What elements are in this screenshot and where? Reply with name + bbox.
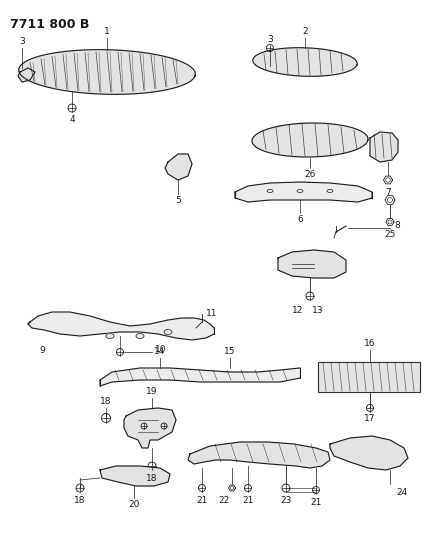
Text: 7: 7 [385,188,391,197]
Polygon shape [124,408,176,448]
Text: 23: 23 [280,496,292,505]
Text: 25: 25 [384,230,396,239]
Polygon shape [18,68,35,82]
Polygon shape [253,47,357,76]
Text: 2: 2 [302,27,308,36]
Text: 7711 800 B: 7711 800 B [10,18,89,31]
Text: 18: 18 [74,496,86,505]
Text: 11: 11 [206,310,217,319]
Polygon shape [165,154,192,180]
Text: 6: 6 [297,215,303,224]
Text: 8: 8 [394,222,400,230]
Polygon shape [19,50,195,94]
Text: 16: 16 [364,339,376,348]
Bar [318,362,420,392]
Ellipse shape [106,334,114,338]
Text: 22: 22 [218,496,230,505]
Ellipse shape [136,334,144,338]
Text: 3: 3 [19,37,25,46]
Polygon shape [278,250,346,278]
Text: 14: 14 [155,347,166,356]
Text: 17: 17 [364,414,376,423]
Polygon shape [252,123,368,157]
Text: 4: 4 [69,115,75,124]
Text: 19: 19 [146,387,158,396]
Text: 1: 1 [104,27,110,36]
Text: 21: 21 [196,496,208,505]
Text: 15: 15 [224,347,236,356]
Ellipse shape [164,329,172,335]
Polygon shape [100,368,300,386]
Text: 21: 21 [310,498,322,507]
Text: 5: 5 [175,196,181,205]
Text: 20: 20 [128,500,140,509]
Text: 18: 18 [146,474,158,483]
Polygon shape [100,466,170,486]
Polygon shape [370,132,398,162]
Text: 21: 21 [242,496,254,505]
Text: 12: 12 [292,306,304,315]
Polygon shape [28,312,214,340]
Polygon shape [330,436,408,470]
Text: 10: 10 [155,345,166,354]
Polygon shape [188,442,330,468]
Text: 18: 18 [100,397,112,406]
Polygon shape [235,182,372,202]
Text: 3: 3 [267,35,273,44]
Text: 24: 24 [396,488,407,497]
Text: 26: 26 [304,170,316,179]
Text: 9: 9 [39,346,45,355]
Text: 13: 13 [312,306,324,315]
